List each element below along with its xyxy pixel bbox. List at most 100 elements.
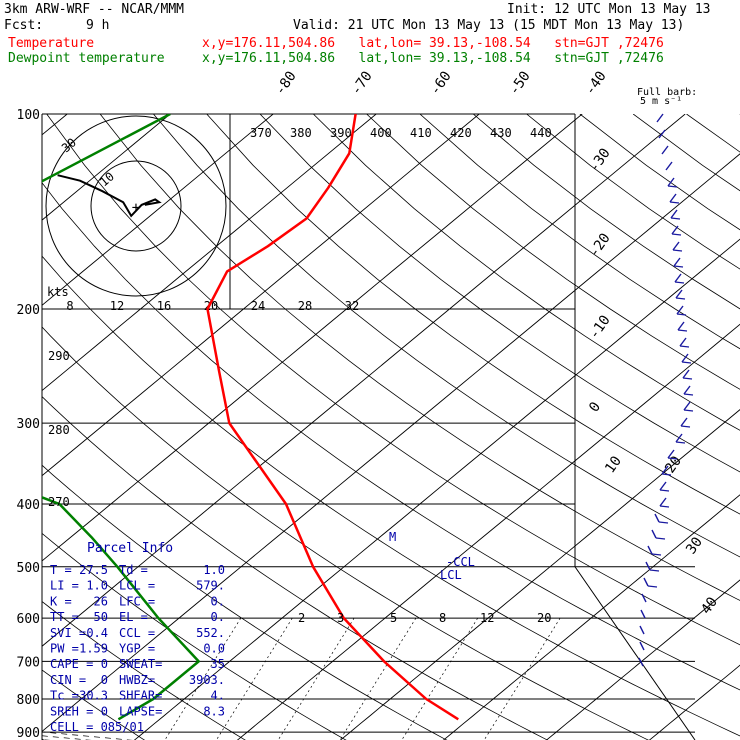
parcel-info-key: SREH = (50, 704, 93, 718)
theta-label: 440 (530, 126, 552, 140)
parcel-info-key: K = (50, 594, 72, 608)
wind-barb-shaft (676, 305, 684, 315)
theta-label: 270 (48, 495, 70, 509)
mixing-ratio-label: 20 (537, 611, 551, 625)
wind-barb-shaft (658, 129, 666, 139)
wind-barb-flag (667, 185, 678, 188)
hodograph-speed-label: 32 (345, 299, 359, 313)
parcel-info-key: Td = (119, 563, 148, 577)
wind-barb-shaft (674, 273, 682, 283)
parcel-info-key: LFC = (119, 594, 155, 608)
parcel-info-key: HWBZ= (119, 673, 155, 687)
parcel-info-key: SVI = (50, 626, 86, 640)
wind-barb-flag (661, 473, 672, 476)
theta-label: 430 (490, 126, 512, 140)
parcel-marker-m: M (389, 530, 396, 544)
parcel-info-key: YGP = (119, 642, 155, 656)
parcel-info-value: 3903. (189, 673, 225, 687)
wind-barb-shaft (661, 145, 669, 155)
mixing-ratio-line (483, 617, 561, 740)
temperature-location: x,y=176.11,504.86 lat,lon= 39.13,-108.54… (202, 36, 664, 51)
dry-adiabat-line (153, 114, 740, 558)
hodograph-unit: kts (47, 285, 69, 299)
dry-adiabat-line (259, 114, 740, 473)
wind-barb-flag (659, 489, 670, 492)
wind-barb-flag (675, 297, 686, 300)
dry-adiabat-line (46, 114, 740, 646)
wind-barb-shaft (675, 433, 683, 443)
pressure-tick-label: 800 (17, 693, 40, 708)
barb-legend-title: Full barb: (637, 87, 697, 98)
wind-barb-flag (683, 409, 694, 412)
pressure-tick-label: 900 (17, 726, 40, 740)
isotherm-line (710, 114, 740, 740)
init-time: Init: 12 UTC Mon 13 May 13 (507, 2, 711, 17)
wind-barb-shaft (667, 177, 675, 187)
hodograph-origin: + (132, 200, 140, 216)
wind-barb-flag (669, 201, 680, 204)
wind-barb-flag (667, 457, 678, 460)
wind-barb-flag (677, 329, 688, 332)
parcel-info-value: 0 (101, 704, 108, 718)
parcel-info-value: 30.3 (79, 689, 108, 703)
mixing-ratio-line (277, 617, 355, 740)
isotherm-line (442, 494, 740, 740)
dewpoint-location: x,y=176.11,504.86 lat,lon= 39.13,-108.54… (202, 51, 664, 66)
dry-adiabat-line (42, 464, 448, 740)
pressure-tick-label: 400 (17, 498, 40, 513)
isotherm-label: -30 (586, 145, 614, 175)
parcel-info-value: 0. (211, 610, 225, 624)
wind-barb-shaft (647, 545, 653, 555)
dry-adiabat-line (42, 669, 146, 740)
theta-label: 290 (48, 349, 70, 363)
wind-barb-shaft (681, 353, 689, 363)
forecast-label: Fcst: (4, 18, 44, 33)
isotherm-label: -60 (427, 68, 455, 98)
wind-barb-shaft (669, 193, 677, 203)
wind-barb-shaft (651, 529, 657, 539)
dewpoint-legend: Dewpoint temperature (8, 51, 165, 66)
mixing-ratio-label: 2 (298, 611, 305, 625)
dry-adiabat-line (313, 114, 740, 431)
wind-barb-flag (655, 537, 666, 540)
wind-barb-shaft (682, 369, 690, 379)
wind-barb-shaft (661, 465, 669, 475)
wind-barb-shaft (671, 225, 679, 235)
dry-adiabat-line (42, 532, 347, 740)
dry-adiabat-line (42, 601, 246, 740)
hodograph-trace (57, 174, 162, 218)
isotherm-line (42, 114, 583, 562)
parcel-info-key: TT = (50, 610, 79, 624)
isotherm-label: 20 (662, 453, 685, 476)
wind-barb-shaft (639, 641, 645, 651)
mixing-ratio-line (401, 617, 478, 740)
parcel-info-value: 4. (211, 689, 225, 703)
parcel-info-value: 0.0 (203, 642, 225, 656)
wind-barb-flag (673, 265, 684, 268)
parcel-info-key: SHEAR= (119, 689, 162, 703)
parcel-marker-ccl: -CCL (446, 555, 475, 569)
parcel-info-key: EL = (119, 610, 148, 624)
isotherm-line (42, 153, 740, 733)
pressure-tick-label: 200 (17, 303, 40, 318)
wind-barb-flag (670, 217, 681, 220)
pressure-tick-label: 300 (17, 417, 40, 432)
mixing-ratio-line (339, 617, 417, 740)
parcel-info-key: Tc = (50, 689, 79, 703)
wind-barb-flag (659, 505, 670, 508)
parcel-info-key: CIN = (50, 673, 86, 687)
parcel-info-value: 8.3 (203, 704, 225, 718)
isotherm-label: -80 (272, 68, 300, 98)
parcel-info-value: 0 (101, 673, 108, 687)
wind-barb-flag (683, 393, 694, 396)
parcel-info-key: LCL = (119, 579, 155, 593)
wind-barb-flag (672, 249, 683, 252)
theta-label: 400 (370, 126, 392, 140)
isotherm-line (42, 114, 480, 477)
hodograph-speed-label: 28 (298, 299, 312, 313)
temperature-trace (206, 114, 459, 721)
wind-barb-shaft (683, 401, 691, 411)
wind-barb-shaft (677, 321, 685, 331)
wind-barb-shaft (683, 385, 691, 395)
wind-barb-flag (658, 521, 669, 524)
